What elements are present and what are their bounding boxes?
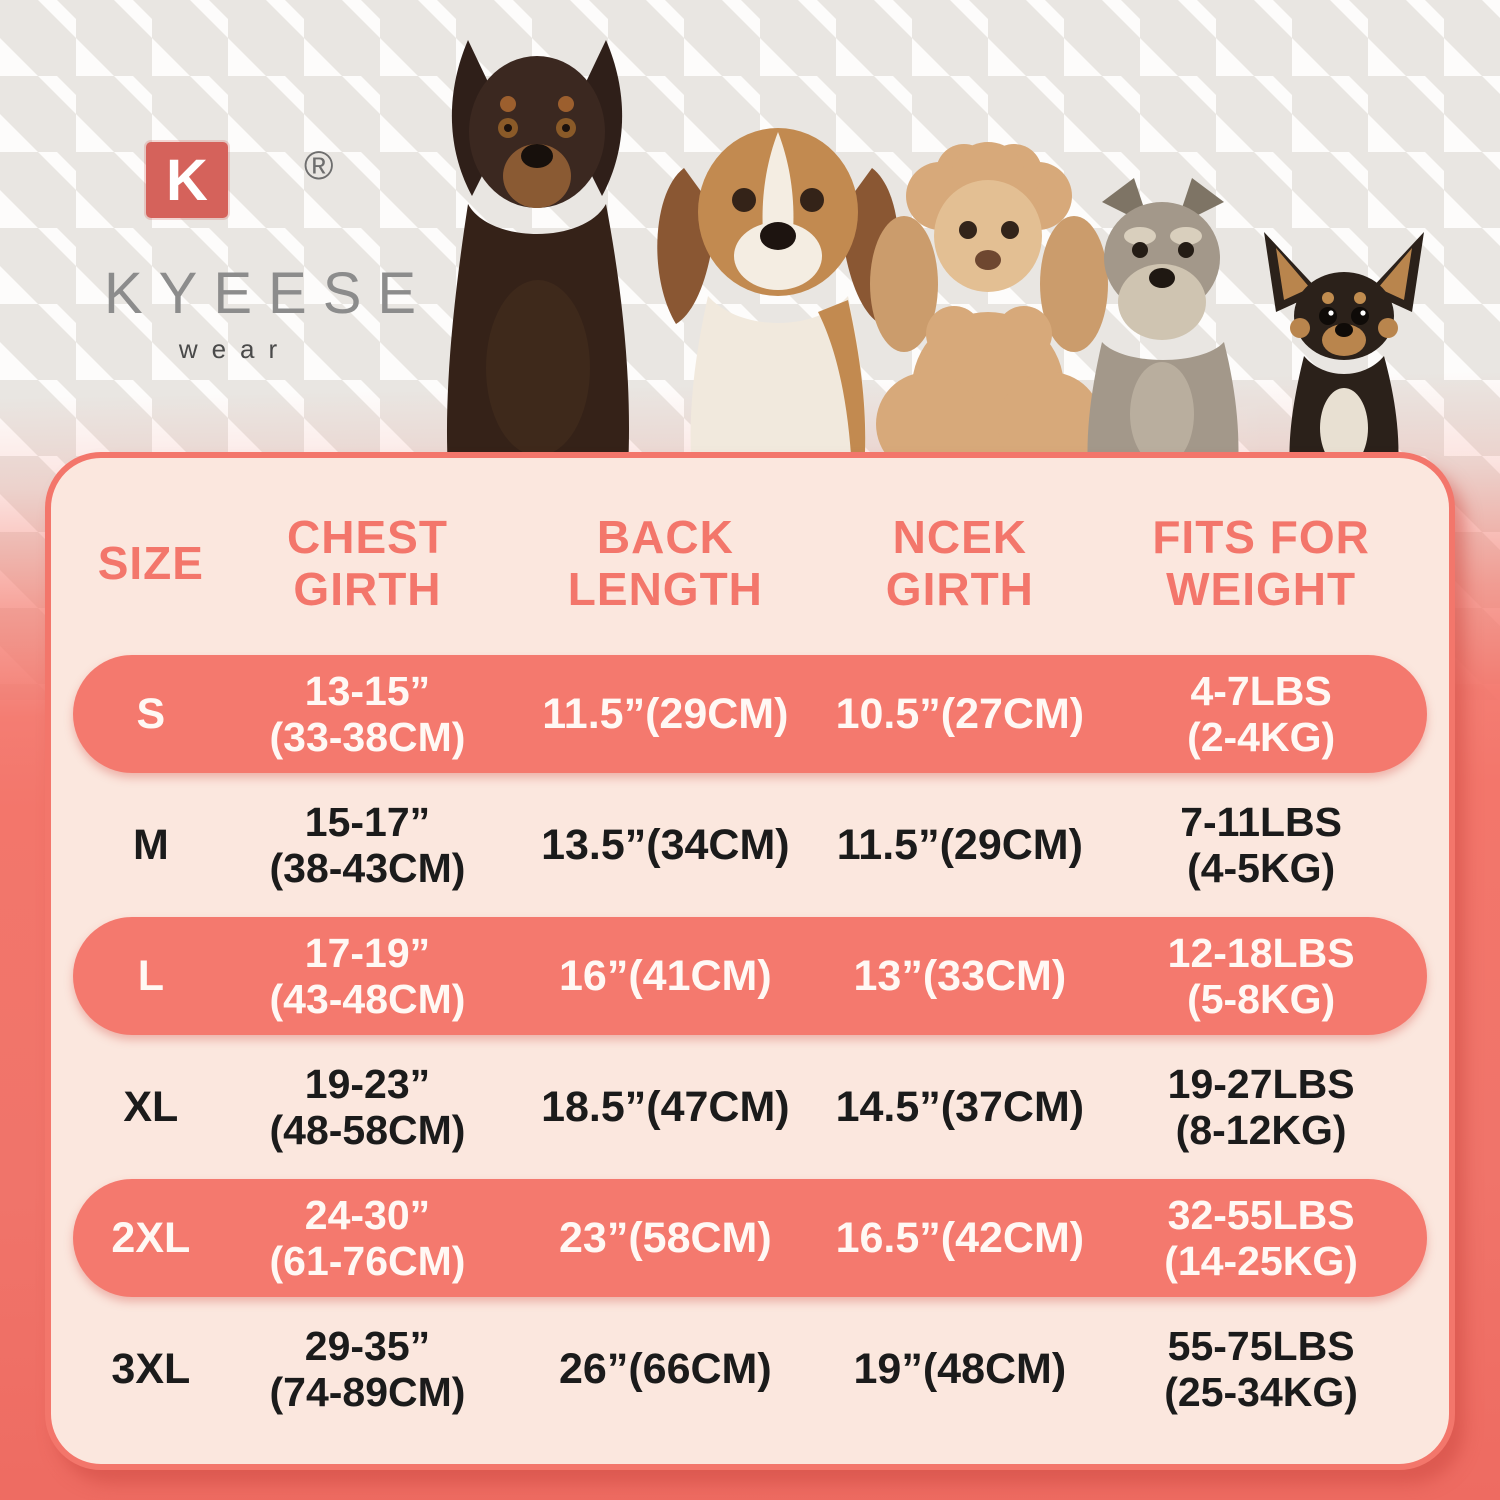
chest-girth-value: 13-15” (33-38CM) <box>269 667 466 760</box>
table-row-size-3xl: 3XL 29-35” (74-89CM) 26”(66CM) 19”(48CM)… <box>73 1310 1427 1428</box>
header-line: BACK <box>596 510 734 563</box>
back-length-value: 26”(66CM) <box>559 1344 772 1393</box>
table-row-size-l: L 17-19” (43-48CM) 16”(41CM) 13”(33CM) 1… <box>73 917 1427 1035</box>
chest-girth-value: 24-30” (61-76CM) <box>269 1191 466 1284</box>
back-length-value: 13.5”(34CM) <box>541 820 790 869</box>
size-value: XL <box>123 1082 179 1131</box>
weight-value: 55-75LBS (25-34KG) <box>1164 1322 1358 1415</box>
table-row-size-xl: XL 19-23” (48-58CM) 18.5”(47CM) 14.5”(37… <box>73 1048 1427 1166</box>
column-header-back-length: BACK LENGTH <box>506 511 824 616</box>
size-value: 2XL <box>111 1213 191 1262</box>
header-line: CHEST <box>287 510 448 563</box>
chest-girth-value: 29-35” (74-89CM) <box>269 1322 466 1415</box>
neck-girth-value: 16.5”(42CM) <box>835 1213 1085 1262</box>
back-length-value: 23”(58CM) <box>559 1213 772 1262</box>
size-value: 3XL <box>111 1344 191 1393</box>
size-value: S <box>136 689 166 738</box>
table-row-size-s: S 13-15” (33-38CM) 11.5”(29CM) 10.5”(27C… <box>73 655 1427 773</box>
dog-lineup <box>0 0 1500 470</box>
chest-girth-value: 15-17” (38-43CM) <box>269 798 466 891</box>
header-line: GIRTH <box>293 563 442 615</box>
table-row-size-m: M 15-17” (38-43CM) 13.5”(34CM) 11.5”(29C… <box>73 786 1427 904</box>
dog-illustration-schnauzer <box>1087 178 1239 470</box>
header-line: GIRTH <box>885 563 1034 615</box>
column-header-size: SIZE <box>73 537 229 589</box>
weight-value: 12-18LBS (5-8KG) <box>1167 929 1355 1022</box>
weight-value: 4-7LBS (2-4KG) <box>1187 667 1336 760</box>
column-header-fits-for-weight: FITS FOR WEIGHT <box>1095 511 1427 616</box>
header-line: NCEK <box>892 510 1028 563</box>
neck-girth-value: 14.5”(37CM) <box>835 1082 1085 1131</box>
neck-girth-value: 11.5”(29CM) <box>836 820 1083 869</box>
column-header-neck-girth: NCEK GIRTH <box>824 511 1095 616</box>
header-line: WEIGHT <box>1166 563 1357 615</box>
weight-value: 32-55LBS (14-25KG) <box>1164 1191 1358 1284</box>
back-length-value: 11.5”(29CM) <box>542 689 789 738</box>
table-row-size-2xl: 2XL 24-30” (61-76CM) 23”(58CM) 16.5”(42C… <box>73 1179 1427 1297</box>
neck-girth-value: 13”(33CM) <box>853 951 1067 1000</box>
header-line: SIZE <box>97 536 204 589</box>
chest-girth-value: 19-23” (48-58CM) <box>269 1060 466 1153</box>
dog-illustration-chihuahua <box>1264 232 1424 470</box>
header-line: LENGTH <box>567 563 763 615</box>
header-line: FITS FOR <box>1152 510 1370 563</box>
size-value: L <box>137 951 164 1000</box>
weight-value: 19-27LBS (8-12KG) <box>1167 1060 1355 1153</box>
size-value: M <box>132 820 169 869</box>
size-chart-card: SIZE CHEST GIRTH BACK LENGTH NCEK GIRTH … <box>45 452 1455 1470</box>
column-header-chest-girth: CHEST GIRTH <box>229 511 507 616</box>
size-chart-header-row: SIZE CHEST GIRTH BACK LENGTH NCEK GIRTH … <box>73 484 1427 642</box>
back-length-value: 16”(41CM) <box>559 951 772 1000</box>
neck-girth-value: 10.5”(27CM) <box>835 689 1085 738</box>
back-length-value: 18.5”(47CM) <box>541 1082 790 1131</box>
chest-girth-value: 17-19” (43-48CM) <box>269 929 466 1022</box>
neck-girth-value: 19”(48CM) <box>853 1344 1067 1393</box>
weight-value: 7-11LBS (4-5KG) <box>1180 798 1343 891</box>
